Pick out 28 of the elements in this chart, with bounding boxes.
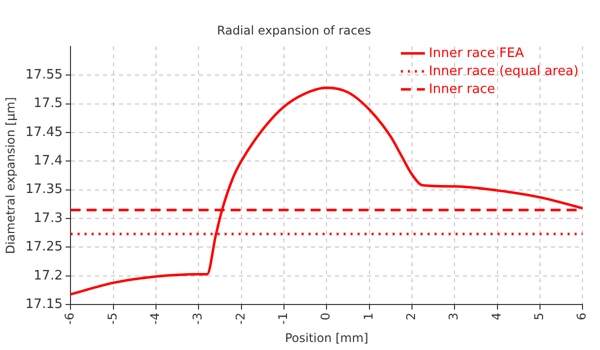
x-tick-label: 0 [318, 312, 333, 320]
x-tick-label: -6 [62, 312, 77, 325]
x-tick-label: 3 [446, 312, 461, 320]
y-tick-label: 17.15 [25, 297, 63, 312]
x-tick-label: 6 [574, 312, 589, 320]
chart-title: Radial expansion of races [217, 23, 371, 38]
y-tick-label: 17.2 [34, 268, 63, 284]
y-axis-title: Diametral expansion [µm] [3, 97, 18, 254]
x-tick-label: -4 [148, 312, 162, 325]
y-tick-label: 17.3 [34, 210, 63, 226]
y-tick-label: 17.55 [25, 67, 63, 82]
legend-label: Inner race (equal area) [428, 64, 579, 79]
legend-label: Inner race [428, 82, 496, 97]
x-tick-label: -2 [233, 312, 248, 325]
x-tick-label: 5 [532, 312, 546, 320]
x-axis-title: Position [mm] [284, 330, 368, 345]
x-tick-label: -1 [276, 312, 290, 325]
y-tick-label: 17.5 [34, 96, 63, 112]
legend-label: Inner race FEA [428, 46, 524, 61]
x-tick-label: -5 [105, 312, 120, 325]
y-tick-label: 17.25 [25, 240, 63, 255]
y-tick-label: 17.45 [25, 124, 63, 140]
y-tick-label: 17.35 [25, 182, 63, 198]
y-tick-label: 17.4 [34, 154, 63, 169]
x-tick-label: -3 [190, 312, 205, 325]
x-tick-label: 2 [404, 312, 418, 320]
x-tick-label: 4 [489, 312, 504, 320]
x-tick-label: 1 [361, 312, 376, 320]
